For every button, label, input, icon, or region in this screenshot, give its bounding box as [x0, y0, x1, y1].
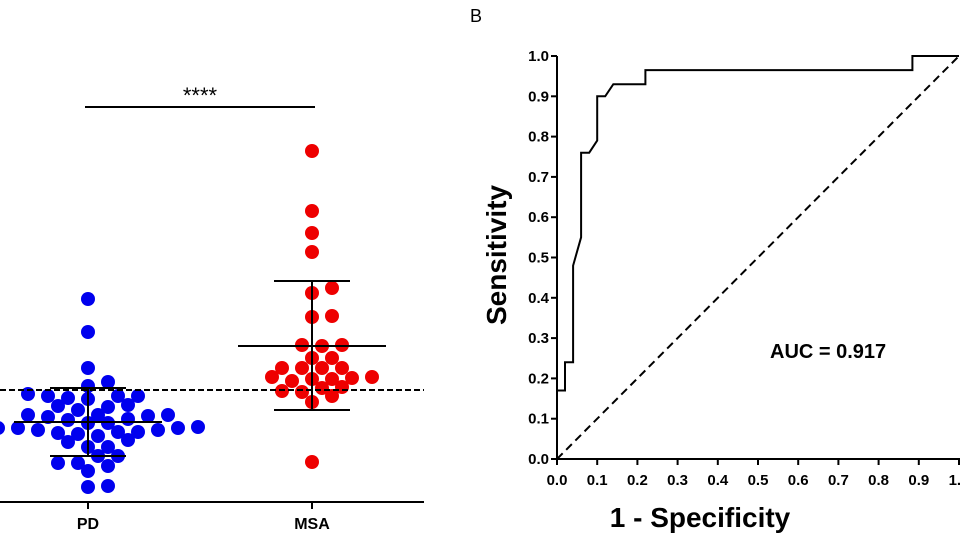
data-point-pd — [141, 409, 155, 423]
y-tick-label: 0.7 — [528, 169, 549, 186]
roc-curve — [556, 55, 959, 459]
data-point-msa — [325, 389, 339, 403]
data-point-pd — [111, 425, 125, 439]
data-point-pd — [81, 480, 95, 494]
y-axis-label: Sensitivity — [481, 185, 512, 325]
data-point-msa — [305, 245, 319, 259]
significance-label: **** — [183, 83, 218, 108]
data-point-pd — [161, 408, 175, 422]
data-point-pd — [51, 456, 65, 470]
x-tick-label: 0.8 — [868, 472, 889, 489]
x-tick-label: 0.3 — [667, 472, 688, 489]
data-point-msa — [305, 226, 319, 240]
data-point-msa — [315, 381, 329, 395]
data-point-msa — [295, 361, 309, 375]
data-point-msa — [305, 455, 319, 469]
x-tick-label: 0.4 — [707, 472, 729, 489]
data-point-pd — [81, 325, 95, 339]
y-tick-label: 0.3 — [528, 330, 549, 347]
data-point-pd — [0, 421, 5, 435]
data-point-pd — [61, 435, 75, 449]
data-point-msa — [275, 361, 289, 375]
data-point-pd — [41, 389, 55, 403]
data-point-msa — [325, 351, 339, 365]
data-point-msa — [345, 371, 359, 385]
data-point-pd — [71, 456, 85, 470]
data-point-pd — [131, 389, 145, 403]
data-point-pd — [121, 398, 135, 412]
data-point-pd — [171, 421, 185, 435]
data-point-pd — [61, 413, 75, 427]
y-tick-label: 0.1 — [528, 411, 549, 428]
data-point-pd — [121, 412, 135, 426]
y-tick-label: 0.6 — [528, 209, 549, 226]
data-point-pd — [31, 423, 45, 437]
x-tick-label: 0.9 — [908, 472, 929, 489]
y-tick-label: 0.5 — [528, 250, 549, 267]
x-axis-label: 1 - Specificity — [610, 502, 791, 533]
roc-panel: B Sensitivity 1 - Specificity AUC = 0.91… — [470, 6, 960, 533]
data-point-pd — [131, 425, 145, 439]
data-point-msa — [335, 361, 349, 375]
y-tick-label: 1.0 — [528, 48, 549, 65]
data-point-pd — [191, 420, 205, 434]
reference-diagonal-line — [556, 55, 960, 460]
x-tick-label: 1.0 — [949, 472, 960, 489]
data-point-pd — [101, 375, 115, 389]
data-point-msa — [265, 370, 279, 384]
data-point-msa — [325, 372, 339, 386]
y-tick-label: 0.4 — [528, 290, 550, 307]
data-point-pd — [41, 410, 55, 424]
data-point-pd — [71, 403, 85, 417]
data-point-msa — [365, 370, 379, 384]
x-tick-label: 0.2 — [627, 472, 648, 489]
data-point-pd — [51, 426, 65, 440]
y-tick-label: 0.9 — [528, 88, 549, 105]
y-tick-label: 0.8 — [528, 129, 549, 146]
x-tick-label: 0.0 — [547, 472, 568, 489]
data-point-msa — [315, 361, 329, 375]
dot-plot-panel — [0, 106, 424, 509]
x-tick-label: 0.7 — [828, 472, 849, 489]
data-point-msa — [325, 281, 339, 295]
data-point-pd — [111, 389, 125, 403]
data-point-pd — [101, 400, 115, 414]
data-point-msa — [285, 374, 299, 388]
category-label-msa: MSA — [294, 516, 330, 533]
data-point-pd — [21, 408, 35, 422]
data-point-msa — [305, 204, 319, 218]
panel-label: B — [470, 6, 482, 26]
category-label-pd: PD — [77, 516, 99, 533]
data-point-pd — [81, 292, 95, 306]
data-point-pd — [121, 433, 135, 447]
data-point-pd — [81, 464, 95, 478]
data-point-pd — [101, 440, 115, 454]
data-point-pd — [101, 459, 115, 473]
data-point-pd — [81, 361, 95, 375]
data-point-pd — [71, 427, 85, 441]
x-tick-label: 0.5 — [748, 472, 769, 489]
y-tick-label: 0.2 — [528, 370, 549, 387]
y-tick-label: 0.0 — [528, 451, 549, 468]
data-point-pd — [91, 408, 105, 422]
x-tick-label: 0.6 — [788, 472, 809, 489]
data-point-msa — [295, 385, 309, 399]
x-tick-label: 0.1 — [587, 472, 608, 489]
auc-annotation: AUC = 0.917 — [770, 341, 886, 363]
data-point-pd — [61, 391, 75, 405]
data-point-msa — [305, 144, 319, 158]
data-point-pd — [91, 429, 105, 443]
data-point-pd — [11, 421, 25, 435]
data-point-pd — [151, 423, 165, 437]
data-point-pd — [51, 399, 65, 413]
data-point-pd — [101, 479, 115, 493]
data-point-msa — [325, 309, 339, 323]
